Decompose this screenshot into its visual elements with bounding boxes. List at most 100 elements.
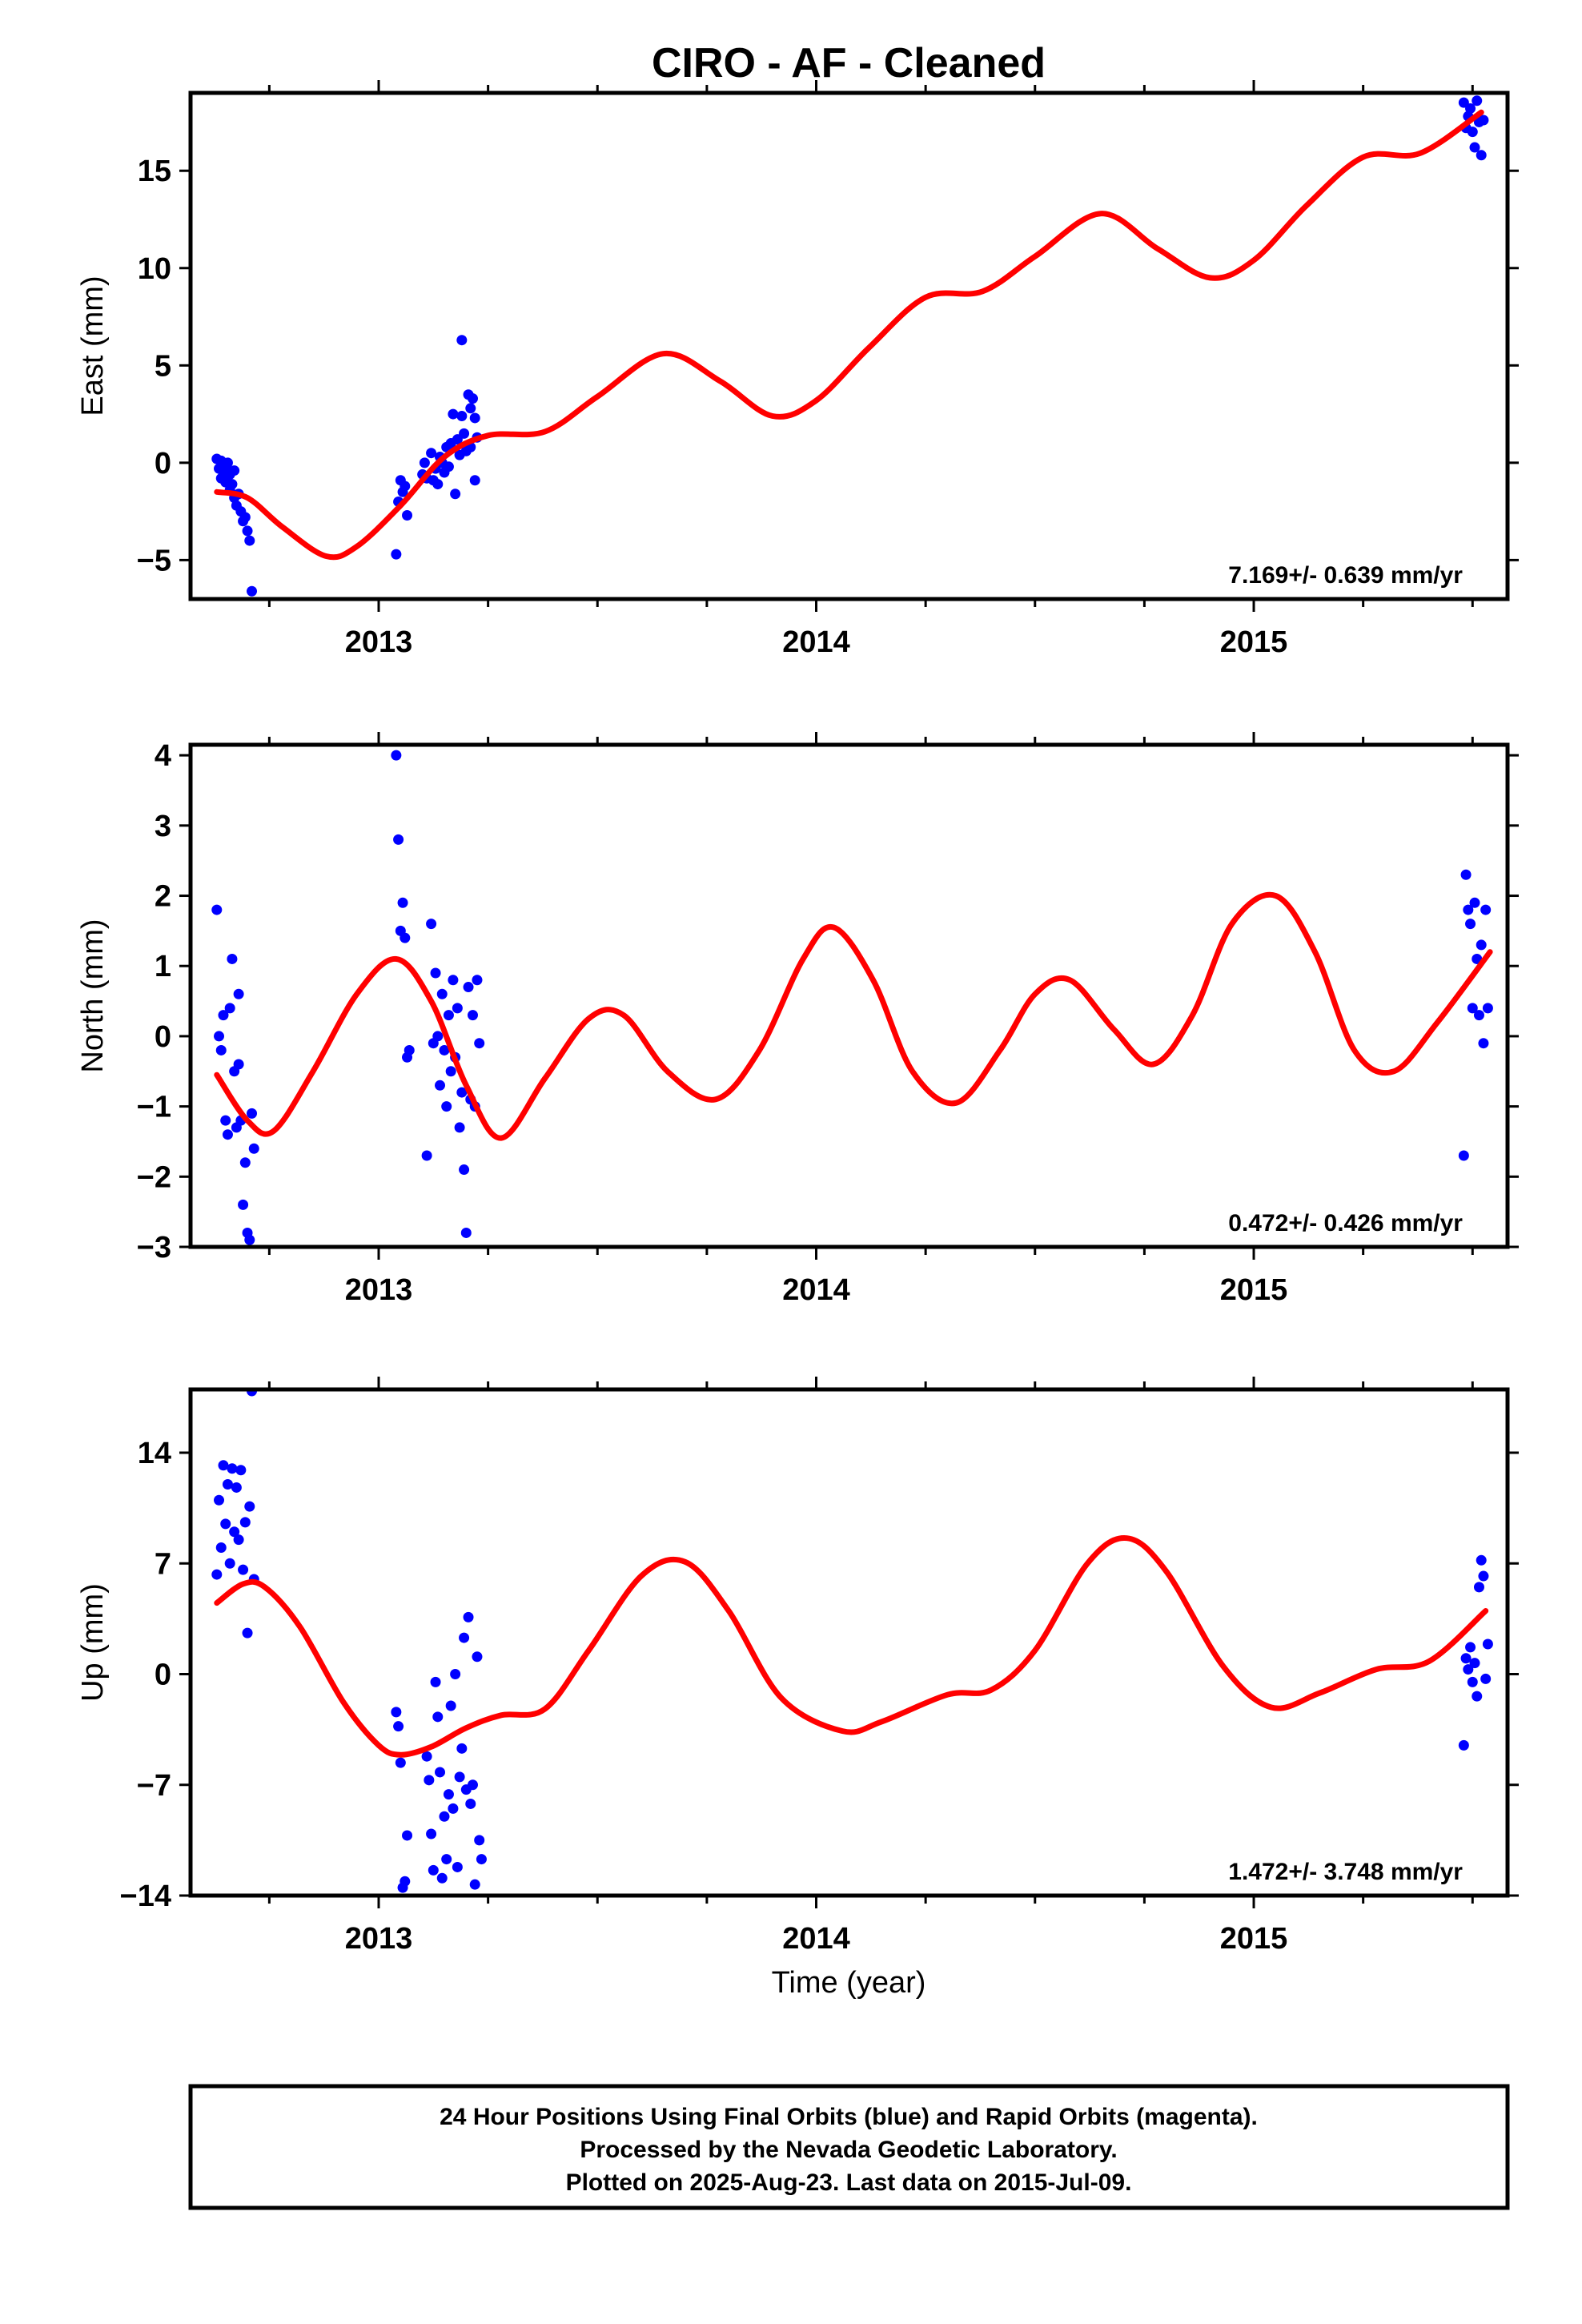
data-point <box>1480 1673 1492 1684</box>
data-point <box>1465 1642 1476 1653</box>
data-point <box>459 428 470 439</box>
data-point <box>443 461 454 472</box>
x-tick-label: 2015 <box>1220 1273 1288 1307</box>
data-point <box>454 1771 465 1783</box>
data-point <box>214 1494 225 1506</box>
data-point <box>472 1651 483 1663</box>
data-point <box>435 1767 446 1778</box>
x-tick-label: 2013 <box>345 1273 413 1307</box>
x-tick-label: 2014 <box>782 625 850 659</box>
panel-east: −5 0 5 10 15 2013 2014 2015 East (mm) 7.169+/- 0.… <box>76 80 1519 659</box>
data-point <box>227 1463 238 1474</box>
data-point <box>452 1003 463 1014</box>
panel-north: −3 −2 −1 0 1 2 3 4 2013 2014 2015 North (mm) 0.472+/… <box>76 732 1519 1307</box>
footer-line-1: 24 Hour Positions Using Final Orbits (bl… <box>440 2104 1258 2130</box>
data-point <box>460 1227 472 1238</box>
data-point <box>439 1811 450 1822</box>
y-tick-label: 5 <box>155 349 171 383</box>
data-point <box>1463 904 1474 915</box>
footer-frame <box>188 2084 1510 2210</box>
footer-box: 24 Hour Positions Using Final Orbits (bl… <box>188 2084 1510 2210</box>
data-point <box>1482 1638 1493 1650</box>
data-point <box>443 1010 454 1021</box>
data-point <box>435 1080 446 1091</box>
data-point <box>430 1676 441 1687</box>
panel-frame <box>188 90 1510 601</box>
data-point <box>235 1465 247 1476</box>
data-point <box>402 509 413 521</box>
data-point <box>448 975 459 986</box>
data-point <box>1467 127 1478 138</box>
data-point <box>476 1854 487 1865</box>
data-point <box>393 834 404 845</box>
data-point <box>465 403 476 414</box>
data-point <box>428 1864 439 1876</box>
data-point <box>238 1564 249 1575</box>
data-point <box>233 988 244 999</box>
data-point <box>421 1150 432 1161</box>
data-point <box>445 1066 456 1077</box>
model-curve <box>214 891 1493 1141</box>
data-point <box>1472 95 1483 107</box>
data-point <box>472 975 483 986</box>
data-point <box>400 1876 411 1887</box>
y-tick-label: −3 <box>137 1231 171 1265</box>
data-point <box>393 1721 404 1732</box>
data-point <box>1476 150 1487 161</box>
y-tick-label: 0 <box>155 1020 171 1054</box>
panel-up: −14 −7 0 7 14 2013 2014 2015 Up (mm) 1.472+/- 3.7… <box>76 1377 1519 1956</box>
data-point <box>220 1518 231 1530</box>
rate-annotation: 0.472+/- 0.426 mm/yr <box>1228 1210 1463 1236</box>
data-point <box>238 1199 249 1210</box>
x-tick-label: 2015 <box>1220 625 1288 659</box>
y-tick-label: −2 <box>137 1160 171 1194</box>
data-point <box>1458 1739 1469 1751</box>
data-point <box>218 1010 229 1021</box>
x-tick-label: 2014 <box>782 1273 850 1307</box>
data-point <box>1460 1653 1472 1664</box>
data-point <box>1480 904 1492 915</box>
plot-area <box>211 750 1493 1245</box>
x-axis-label: Time (year) <box>772 1966 926 2000</box>
data-point <box>1472 1691 1483 1702</box>
data-point <box>247 1108 258 1119</box>
data-point <box>1476 1554 1487 1566</box>
y-tick-label: −7 <box>137 1769 171 1803</box>
data-point <box>395 1757 406 1768</box>
y-tick-label: −14 <box>120 1880 171 1913</box>
data-point <box>211 1569 223 1580</box>
y-axis-label: North (mm) <box>76 919 110 1072</box>
data-point <box>1478 115 1489 126</box>
data-point <box>244 535 255 546</box>
data-point <box>233 1059 244 1070</box>
data-point <box>220 1115 231 1126</box>
data-point <box>242 1627 253 1638</box>
data-point <box>400 932 411 943</box>
data-point <box>441 1101 452 1112</box>
data-point <box>1473 1582 1484 1593</box>
data-point <box>448 408 459 420</box>
data-point <box>456 411 468 422</box>
data-point <box>436 988 448 999</box>
data-point <box>1467 1676 1478 1687</box>
data-point <box>215 1542 227 1553</box>
y-tick-label: 0 <box>155 1659 171 1692</box>
y-tick-label: 4 <box>155 739 171 773</box>
y-tick-label: −5 <box>137 544 171 577</box>
data-point <box>229 1526 240 1538</box>
data-point <box>439 1044 450 1055</box>
data-point <box>222 457 233 468</box>
data-point <box>459 1164 470 1176</box>
data-point <box>445 1700 456 1711</box>
data-point <box>222 1479 233 1490</box>
data-point <box>456 1087 468 1098</box>
data-point <box>424 1775 435 1786</box>
data-point <box>436 1872 448 1884</box>
data-point <box>1469 1658 1480 1669</box>
data-point <box>397 897 408 908</box>
data-point <box>239 512 251 523</box>
data-point <box>1473 1010 1484 1021</box>
data-point <box>463 1611 474 1622</box>
model-curve <box>214 1535 1489 1758</box>
